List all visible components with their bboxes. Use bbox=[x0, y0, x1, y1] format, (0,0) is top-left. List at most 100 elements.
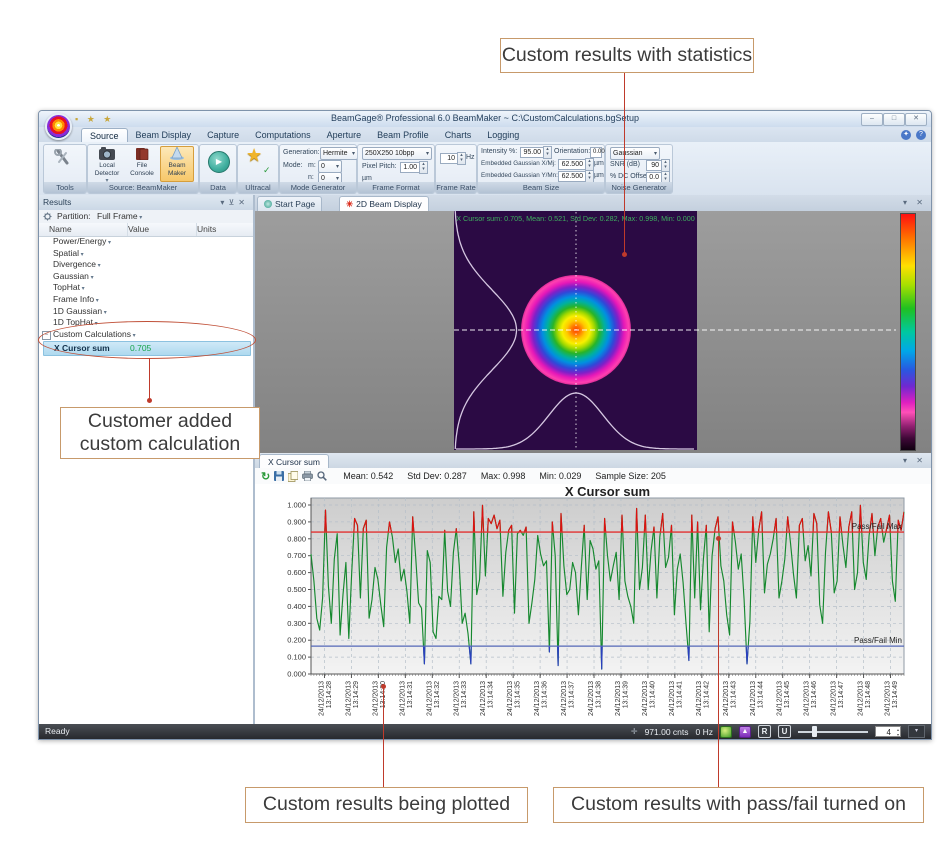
star-icon[interactable]: ★ bbox=[246, 145, 262, 166]
results-row-tophat[interactable]: TopHat bbox=[39, 282, 253, 294]
x-axis-label: 24/12/201313:14:42 bbox=[696, 681, 711, 716]
partition-label: Partition: bbox=[57, 210, 91, 223]
frame-format-select[interactable]: 250X250 10bpp bbox=[362, 147, 432, 160]
annotation-dot-bottom-right bbox=[716, 536, 721, 541]
gaussian-y-field[interactable]: 62.500 bbox=[558, 171, 586, 182]
r-button[interactable]: R bbox=[758, 725, 771, 738]
ribbon-tab-beam-profile[interactable]: Beam Profile bbox=[369, 128, 437, 142]
save-icon[interactable] bbox=[274, 470, 284, 482]
chart-pane-close-icon[interactable]: ✕ bbox=[916, 456, 923, 465]
results-row-power-energy[interactable]: Power/Energy bbox=[39, 236, 253, 248]
file-console-button[interactable]: File Console bbox=[126, 147, 158, 181]
group-label-tools: Tools bbox=[44, 182, 86, 193]
beam-stats-overlay: X Cursor sum: 0.705, Mean: 0.521, Std De… bbox=[454, 214, 697, 223]
copy-icon[interactable] bbox=[288, 470, 298, 482]
zoom-slider[interactable] bbox=[798, 726, 868, 737]
ribbon-tab-charts[interactable]: Charts bbox=[437, 128, 480, 142]
results-row-divergence[interactable]: Divergence bbox=[39, 259, 253, 271]
results-row-gaussian[interactable]: Gaussian bbox=[39, 271, 253, 283]
chart-title: X Cursor sum bbox=[311, 484, 904, 499]
help-icon[interactable]: ? bbox=[916, 130, 926, 140]
annotation-line-left bbox=[149, 358, 150, 402]
gaussian-x-field[interactable]: 62.500 bbox=[558, 159, 586, 170]
svg-text:0.100: 0.100 bbox=[287, 653, 306, 662]
close-button[interactable]: ✕ bbox=[905, 113, 927, 126]
ribbon-group-data: ▶ Data bbox=[199, 144, 237, 194]
results-row-frame-info[interactable]: Frame Info bbox=[39, 294, 253, 306]
pixel-pitch-spinner[interactable] bbox=[419, 161, 428, 174]
gaussian-x-unit: µm bbox=[594, 160, 604, 167]
x-axis-label: 24/12/201313:14:31 bbox=[399, 681, 414, 716]
tab-2d-beam-display[interactable]: ✳2D Beam Display bbox=[339, 196, 429, 211]
zoom-mode-select[interactable]: ▾ bbox=[908, 725, 925, 738]
ribbon-tab-aperture[interactable]: Aperture bbox=[319, 128, 370, 142]
ribbon-tab-source[interactable]: Source bbox=[81, 128, 128, 143]
column-header-units[interactable]: Units bbox=[195, 223, 249, 236]
pane-close-icon[interactable]: ✕ bbox=[916, 198, 923, 207]
play-icon[interactable]: ▶ bbox=[208, 151, 230, 173]
ribbon-tab-beam-display[interactable]: Beam Display bbox=[128, 128, 200, 142]
tab-x-cursor-sum[interactable]: X Cursor sum bbox=[259, 454, 329, 469]
app-logo-orb-icon[interactable] bbox=[45, 113, 72, 140]
frame-rate-spinner[interactable] bbox=[457, 152, 466, 165]
color-scale-bar[interactable] bbox=[900, 213, 916, 451]
dc-offset-label: % DC Offset bbox=[610, 173, 649, 180]
pixel-pitch-field[interactable]: 1.00 bbox=[400, 162, 420, 173]
window-title: BeamGage® Professional 6.0 BeamMaker ~ C… bbox=[159, 113, 811, 123]
group-label-noise-generator: Noise Generator bbox=[606, 182, 672, 193]
x-axis-label: 24/12/201313:14:28 bbox=[318, 681, 333, 716]
ribbon-group-beam-size: Intensity %: 95.00 Orientation: 0.00 Emb… bbox=[477, 144, 605, 194]
results-panel: Results ▾⊻✕ Partition: Full Frame Name V… bbox=[39, 195, 255, 724]
column-header-name[interactable]: Name bbox=[47, 223, 128, 236]
pane-menu-icon[interactable]: ▾ bbox=[903, 198, 907, 207]
orientation-field[interactable]: 0.00 bbox=[590, 147, 602, 158]
x-axis-label: 24/12/201313:14:48 bbox=[858, 681, 873, 716]
x-axis-label: 24/12/201313:14:33 bbox=[453, 681, 468, 716]
intensity-field[interactable]: 95.00 bbox=[520, 147, 544, 158]
annotation-line-bottom-left bbox=[383, 687, 384, 787]
timechart-canvas[interactable]: 0.0000.1000.2000.3000.4000.5000.6000.700… bbox=[255, 484, 931, 724]
zoom-icon[interactable] bbox=[317, 470, 327, 482]
snr-field[interactable]: 90 bbox=[646, 160, 662, 171]
quick-access-toolbar[interactable]: ▪ ★ ★ bbox=[75, 114, 114, 125]
generation-select[interactable]: Hermite bbox=[320, 147, 358, 160]
noise-type-select[interactable]: Gaussian bbox=[610, 147, 660, 160]
x-axis-label: 24/12/201313:14:35 bbox=[507, 681, 521, 716]
gear-icon[interactable] bbox=[43, 212, 52, 221]
chart-pane-menu-icon[interactable]: ▾ bbox=[903, 456, 907, 465]
frame-rate-field[interactable]: 10 bbox=[440, 153, 458, 164]
svg-text:0.900: 0.900 bbox=[287, 517, 306, 526]
group-label-ultracal: Ultracal bbox=[238, 182, 278, 193]
results-row-1d-gaussian[interactable]: 1D Gaussian bbox=[39, 306, 253, 318]
minimize-button[interactable]: – bbox=[861, 113, 883, 126]
ribbon-tab-logging[interactable]: Logging bbox=[479, 128, 527, 142]
group-label-frame-format: Frame Format bbox=[358, 182, 434, 193]
local-detector-button[interactable]: Local Detector bbox=[91, 147, 123, 181]
zoom-level-spinner[interactable]: 4 ▴▾ bbox=[875, 726, 901, 737]
refresh-icon[interactable]: ↻ bbox=[261, 470, 270, 482]
zoom-slider-thumb[interactable] bbox=[812, 726, 817, 737]
intensity-spinner[interactable] bbox=[543, 146, 552, 159]
column-header-value[interactable]: Value bbox=[126, 223, 197, 236]
results-row-spatial[interactable]: Spatial bbox=[39, 248, 253, 260]
beam-maker-button[interactable]: Beam Maker bbox=[160, 146, 194, 182]
tab-start-page[interactable]: Start Page bbox=[257, 196, 322, 211]
u-button[interactable]: U bbox=[778, 725, 791, 738]
ribbon-tab-capture[interactable]: Capture bbox=[199, 128, 247, 142]
beam-display-view[interactable]: X Cursor sum: 0.705, Mean: 0.521, Std De… bbox=[255, 211, 931, 453]
results-priority-icon[interactable] bbox=[720, 726, 732, 738]
svg-text:0.400: 0.400 bbox=[287, 602, 306, 611]
pin-icon[interactable]: ⊻ bbox=[228, 198, 238, 207]
annotation-dot-top bbox=[622, 252, 627, 257]
print-icon[interactable] bbox=[302, 470, 313, 482]
group-label-mode-generator: Mode Generator bbox=[280, 182, 356, 193]
maximize-button[interactable]: □ bbox=[883, 113, 905, 126]
pixel-pitch-unit: µm bbox=[362, 175, 372, 182]
panel-close-icon[interactable]: ✕ bbox=[238, 198, 249, 207]
wrench-icon[interactable] bbox=[54, 149, 72, 174]
gaussian-y-label: Embedded Gaussian Y/Mn: bbox=[481, 172, 558, 179]
beam-priority-icon[interactable]: ▲ bbox=[739, 726, 751, 738]
chart-panel: X Cursor sum ▾ ✕ ↻ Mean: 0.542Std Dev: 0… bbox=[255, 453, 931, 724]
options-icon[interactable]: ✦ bbox=[901, 130, 911, 140]
ribbon-tab-computations[interactable]: Computations bbox=[247, 128, 319, 142]
